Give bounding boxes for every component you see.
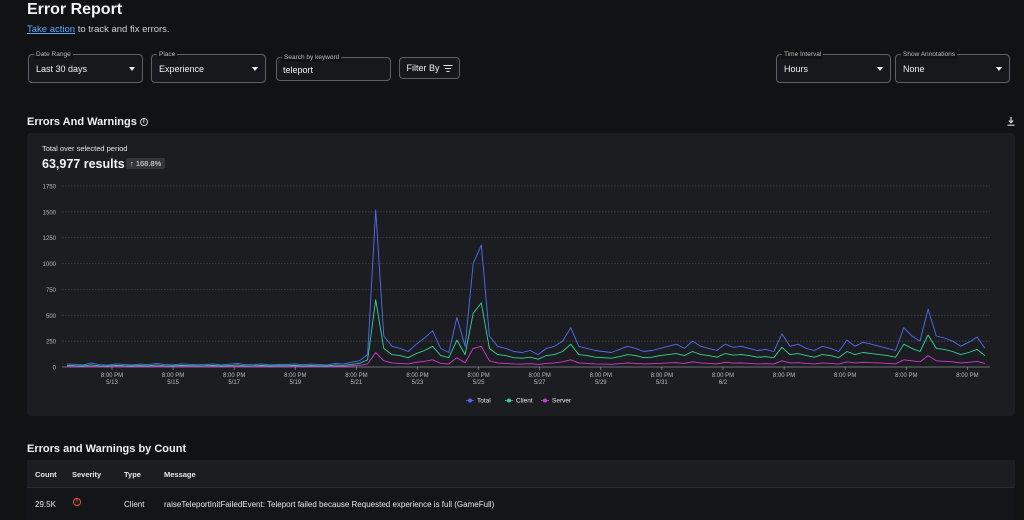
x-tick-label: 8:00 PM <box>956 373 978 379</box>
x-tick-date: 5/31 <box>656 380 668 386</box>
date-range-label: Date Range <box>34 50 73 59</box>
x-tick-label: 8:00 PM <box>590 373 612 379</box>
errors-chart-panel: Total over selected period 63,977 result… <box>27 133 1015 416</box>
y-tick-label: 1500 <box>43 210 57 216</box>
x-tick-label: 8:00 PM <box>895 373 917 379</box>
x-tick-date: 5/23 <box>412 380 424 386</box>
series-line-client <box>66 299 986 367</box>
x-tick-label: 8:00 PM <box>345 373 367 379</box>
place-select[interactable]: Place Experience <box>151 50 266 83</box>
download-icon[interactable] <box>1007 117 1015 126</box>
error-severity-icon: ! <box>73 498 81 506</box>
results-count: 63,977 results <box>42 157 125 171</box>
errors-section-title: Errors And Warnings i <box>27 116 148 128</box>
filter-by-button[interactable]: Filter By <box>399 57 460 79</box>
time-interval-value: Hours <box>784 64 809 74</box>
count-header[interactable]: Count <box>35 470 57 479</box>
take-action-link[interactable]: Take action <box>27 24 76 35</box>
filter-by-label: Filter By <box>406 63 440 73</box>
legend-label-client: Client <box>516 398 533 405</box>
row-type: Client <box>124 500 145 509</box>
x-tick-label: 8:00 PM <box>162 373 184 379</box>
filter-icon <box>443 64 453 72</box>
x-tick-date: 5/19 <box>289 380 301 386</box>
date-range-value: Last 30 days <box>36 64 88 74</box>
y-tick-label: 1750 <box>43 185 57 191</box>
x-tick-label: 8:00 PM <box>467 373 489 379</box>
x-tick-label: 8:00 PM <box>223 373 245 379</box>
row-message: raiseTeleportInitFailedEvent: Teleport f… <box>164 500 495 509</box>
type-header[interactable]: Type <box>124 470 141 479</box>
severity-header[interactable]: Severity <box>72 470 102 479</box>
x-tick-label: 8:00 PM <box>712 373 734 379</box>
change-badge: ↑ 168.8% <box>126 158 166 169</box>
annotations-select[interactable]: Show Annotations None <box>895 50 1010 83</box>
x-tick-label: 8:00 PM <box>406 373 428 379</box>
chevron-down-icon <box>877 67 883 71</box>
row-count: 29.5K <box>35 500 56 509</box>
place-value: Experience <box>159 64 205 74</box>
time-interval-select[interactable]: Time Interval Hours <box>776 50 891 83</box>
x-tick-date: 5/25 <box>473 380 485 386</box>
x-tick-date: 6/2 <box>719 380 728 386</box>
page-title: Error Report <box>27 1 123 18</box>
table-section-title: Errors and Warnings by Count <box>27 443 187 455</box>
x-tick-label: 8:00 PM <box>834 373 856 379</box>
table-header: Count Severity Type Message <box>27 460 1015 487</box>
x-tick-date: 5/29 <box>595 380 607 386</box>
subtitle-text: to track and fix errors. <box>75 24 170 35</box>
y-tick-label: 250 <box>46 340 57 346</box>
page-subtitle: Take action to track and fix errors. <box>27 24 170 35</box>
search-label: Search by keyword <box>282 53 342 62</box>
x-tick-date: 5/21 <box>351 380 363 386</box>
x-tick-label: 8:00 PM <box>101 373 123 379</box>
annotations-label: Show Annotations <box>901 50 958 59</box>
errors-section-title-text: Errors And Warnings <box>27 116 137 128</box>
chevron-down-icon <box>252 67 258 71</box>
total-label: Total over selected period <box>42 144 128 153</box>
y-tick-label: 0 <box>53 366 57 372</box>
series-line-server <box>66 345 986 368</box>
y-tick-label: 500 <box>46 314 57 320</box>
legend-label-total: Total <box>477 398 491 405</box>
legend-label-server: Server <box>552 398 572 405</box>
y-tick-label: 750 <box>46 288 57 294</box>
x-tick-label: 8:00 PM <box>651 373 673 379</box>
annotations-value: None <box>903 64 925 74</box>
x-tick-date: 5/13 <box>106 380 118 386</box>
message-header[interactable]: Message <box>164 470 196 479</box>
y-tick-label: 1000 <box>43 262 57 268</box>
search-input[interactable]: Search by keyword teleport <box>276 53 391 81</box>
info-icon[interactable]: i <box>139 118 148 127</box>
x-tick-date: 5/27 <box>534 380 546 386</box>
x-tick-date: 5/15 <box>167 380 179 386</box>
search-value[interactable]: teleport <box>283 65 314 75</box>
chevron-down-icon <box>996 67 1002 71</box>
chevron-down-icon <box>129 67 135 71</box>
x-tick-label: 8:00 PM <box>773 373 795 379</box>
x-tick-date: 5/17 <box>228 380 240 386</box>
x-tick-label: 8:00 PM <box>284 373 306 379</box>
series-line-total <box>66 209 986 366</box>
table-row[interactable]: 29.5K ! Client raiseTeleportInitFailedEv… <box>27 487 1015 520</box>
x-tick-label: 8:00 PM <box>529 373 551 379</box>
page-header: Error Report Take action to track and fi… <box>27 0 170 35</box>
place-label: Place <box>157 50 178 59</box>
y-tick-label: 1250 <box>43 236 57 242</box>
date-range-select[interactable]: Date Range Last 30 days <box>28 50 143 83</box>
time-interval-label: Time Interval <box>782 50 824 59</box>
